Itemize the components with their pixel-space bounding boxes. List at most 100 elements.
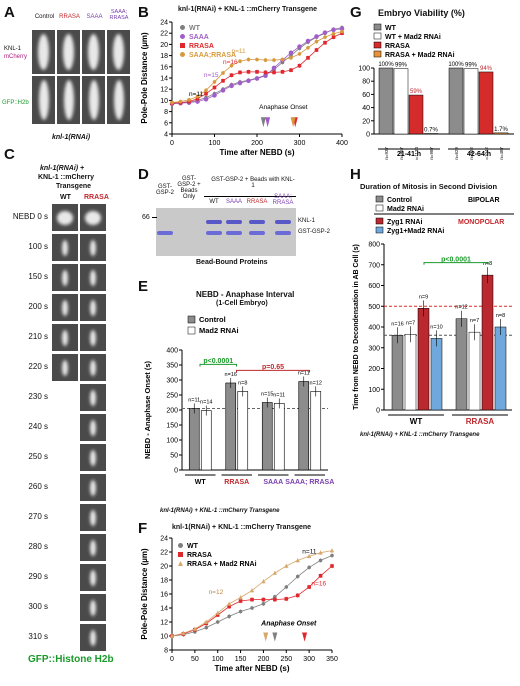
- y-tick-label: 24: [160, 20, 168, 27]
- c-chromosome-signal: [90, 239, 96, 256]
- n-label: n=16: [311, 581, 326, 588]
- a-h2b-image: [107, 76, 130, 124]
- d-gst-band: [206, 231, 222, 235]
- d-knl1-band: [275, 220, 291, 224]
- data-point: [280, 57, 285, 62]
- legend-marker: [178, 561, 183, 566]
- data-point: [331, 35, 336, 39]
- n-label: n=12: [310, 380, 322, 386]
- data-point: [254, 76, 260, 81]
- c-chromosome-signal: [62, 269, 68, 286]
- y-tick-label: 100: [166, 438, 178, 445]
- data-point: [331, 31, 336, 36]
- data-point: [318, 574, 323, 578]
- c-time-label: 220 s: [28, 362, 48, 371]
- a-mcherry-image: [32, 30, 55, 74]
- y-tick-label: 100: [368, 387, 380, 394]
- y-tick-label: 18: [160, 578, 168, 585]
- data-point: [261, 579, 266, 584]
- pvalue-bracket: [423, 262, 489, 265]
- c-rrasa-image: [80, 414, 106, 441]
- data-point: [263, 58, 268, 62]
- panel-label-b: B: [138, 4, 149, 21]
- y-tick-label: 0: [376, 408, 380, 415]
- n-label: n=16: [223, 59, 238, 66]
- a-chromosome-signal: [39, 80, 49, 120]
- legend-swatch: [375, 217, 384, 225]
- c-caption: GFP::Histone H2b: [28, 654, 114, 665]
- panel-label-a: A: [4, 4, 15, 21]
- data-point: [212, 80, 217, 84]
- c-wt-image: [52, 354, 78, 381]
- n-label: n=9: [419, 294, 428, 300]
- c-col-label: RRASA: [84, 194, 109, 201]
- legend-swatch: [373, 32, 382, 40]
- panel-label-e: E: [138, 278, 149, 295]
- c-chromosome-signal: [90, 299, 96, 316]
- y-tick-label: 20: [160, 42, 168, 49]
- data-point: [306, 56, 310, 60]
- a-chromosome-signal: [114, 80, 124, 120]
- pvalue-bracket: [236, 369, 310, 373]
- c-chromosome-signal: [90, 509, 96, 526]
- data-point: [255, 57, 259, 62]
- a-mcherry-image: [107, 30, 130, 74]
- a-row-label: GFP::H2b: [2, 100, 29, 106]
- a-kinetochore-signal: [113, 34, 124, 70]
- y-tick-label: 16: [160, 64, 168, 71]
- y-tick-label: 4: [164, 132, 168, 139]
- n-label: n=7: [406, 320, 415, 326]
- bar: [455, 318, 468, 411]
- a-row-label: mCherry: [4, 54, 28, 60]
- d-band-label: GST-GSP-2: [298, 229, 331, 235]
- category-label: RRASA: [466, 417, 495, 426]
- c-time-label: 270 s: [28, 512, 48, 521]
- d-knl1-band: [226, 220, 242, 224]
- y-tick-label: 16: [160, 592, 168, 599]
- d-lane-label: SAAA: [225, 199, 242, 205]
- c-title-line: KNL-1 ::mCherry: [38, 174, 95, 181]
- y-tick-label: 12: [160, 620, 168, 627]
- legend-label: SAAA: [189, 34, 209, 41]
- y-tick-label: 0: [366, 132, 370, 139]
- y-tick-label: 700: [368, 262, 380, 269]
- pvalue-label: p=0.65: [262, 364, 284, 371]
- y-tick-label: 8: [164, 109, 168, 116]
- data-point: [238, 599, 243, 603]
- n-label: n=12: [209, 589, 224, 596]
- d-gst-band: [249, 231, 265, 235]
- y-tick-label: 100: [358, 66, 370, 73]
- y-tick-label: 200: [368, 366, 380, 373]
- data-point: [203, 96, 209, 102]
- legend-swatch: [373, 41, 382, 49]
- d-lane-label: SAAA; RRASA: [272, 194, 294, 206]
- c-chromosome-signal: [90, 599, 96, 616]
- data-point: [229, 83, 234, 89]
- d-lane-label: GST-GSP-2: [155, 184, 174, 196]
- n-label: n=629: [454, 147, 459, 160]
- n-label: n=15: [204, 72, 219, 79]
- c-rrasa-image: [80, 534, 106, 561]
- c-wt-image: [52, 204, 78, 231]
- a-h2b-image: [82, 76, 105, 124]
- legend-label: RRASA: [187, 552, 212, 559]
- bar: [493, 132, 509, 135]
- group-label: MONOPOLAR: [458, 219, 504, 226]
- c-rrasa-image: [80, 474, 106, 501]
- legend-swatch: [375, 195, 384, 203]
- y-tick-label: 500: [368, 304, 380, 311]
- legend-swatch: [187, 326, 196, 335]
- legend-label: Control: [387, 197, 412, 204]
- value-label: 99%: [395, 63, 408, 69]
- g-chart: WT WT + Mad2 RNAi RRASA RRASA + Mad2 RNAi 0 2…: [358, 23, 514, 160]
- n-label: n=16: [225, 372, 237, 378]
- x-tick-label: 0: [170, 656, 174, 663]
- data-point: [221, 71, 225, 75]
- legend-label: RRASA: [189, 43, 214, 50]
- data-point: [330, 564, 334, 568]
- e-title: NEBD - Anaphase Interval: [196, 290, 295, 299]
- data-point: [295, 558, 300, 563]
- data-point: [272, 570, 278, 575]
- value-label: 94%: [480, 66, 493, 72]
- bar: [225, 382, 237, 471]
